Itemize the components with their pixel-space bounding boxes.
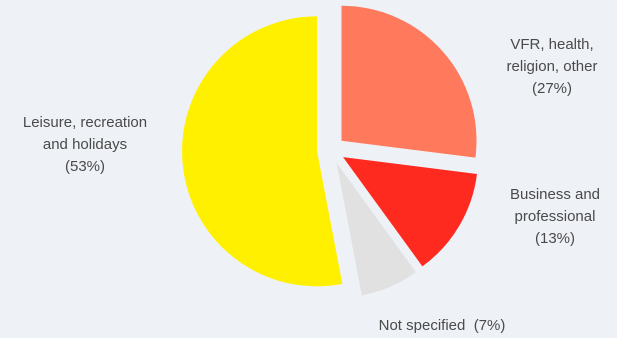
pie-slice-notspecified: [336, 162, 416, 296]
label-notspecified-percent: (7%): [473, 317, 506, 334]
label-leisure-percent: (53%): [64, 158, 105, 175]
label-notspecified-line1: Not specified: [378, 317, 466, 334]
label-vfr-line2: religion, other: [506, 58, 598, 75]
label-notspecified: Not specified (7%): [352, 315, 532, 337]
label-business: Business and professional (13%): [495, 184, 615, 250]
label-leisure: Leisure, recreation and holidays (53%): [0, 112, 170, 178]
label-leisure-line1: Leisure, recreation: [22, 114, 148, 131]
pie-slice-leisure: [182, 16, 343, 287]
pie-slice-vfr: [341, 5, 477, 158]
pie-slice-business: [343, 157, 477, 267]
label-business-line1: Business and: [509, 186, 601, 203]
label-vfr-percent: (27%): [531, 80, 572, 97]
label-notspecified-text: Not specified (7%): [379, 317, 506, 334]
label-leisure-line2: and holidays: [42, 136, 128, 153]
label-vfr-line1: VFR, health,: [510, 36, 594, 53]
label-vfr: VFR, health, religion, other (27%): [492, 34, 612, 100]
label-business-percent: (13%): [534, 230, 575, 247]
label-business-line2: professional: [514, 208, 596, 225]
